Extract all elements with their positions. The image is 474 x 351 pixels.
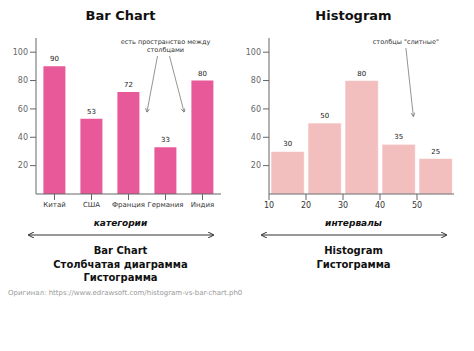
html-text:Oригинал: https://www.edrawsof: Oригинал: https://www.edrawsoft.com/hist… bbox=[8, 288, 243, 297]
svg-text:53: 53 bbox=[87, 108, 96, 116]
svg-text:60: 60 bbox=[18, 105, 28, 114]
svg-text:35: 35 bbox=[394, 133, 403, 141]
svg-text:60: 60 bbox=[251, 105, 261, 114]
html-text:категории: категории bbox=[93, 218, 148, 228]
svg-text:10: 10 bbox=[264, 201, 274, 210]
html-text:есть пространство между столбц: есть пространство между столбцами bbox=[120, 38, 211, 54]
html-text:Bar Chart Столбчатая диаграмма: Bar Chart Столбчатая диаграмма Гистограм… bbox=[53, 245, 188, 283]
svg-text:80: 80 bbox=[198, 70, 207, 78]
svg-text:80: 80 bbox=[251, 76, 261, 85]
svg-text:100: 100 bbox=[13, 48, 28, 57]
html-text:Bar Chart: Bar Chart bbox=[85, 8, 156, 23]
svg-text:США: США bbox=[83, 201, 100, 209]
svg-text:50: 50 bbox=[412, 201, 422, 210]
svg-text:30: 30 bbox=[338, 201, 348, 210]
html-text:Histogram: Histogram bbox=[315, 8, 392, 23]
svg-text:Франция: Франция bbox=[112, 201, 145, 209]
svg-text:Индия: Индия bbox=[191, 201, 214, 209]
svg-text:30: 30 bbox=[283, 140, 292, 148]
svg-text:25: 25 bbox=[431, 148, 440, 156]
html-text:интервалы: интервалы bbox=[325, 218, 382, 228]
svg-text:33: 33 bbox=[161, 136, 170, 144]
svg-text:20: 20 bbox=[251, 161, 261, 170]
svg-text:40: 40 bbox=[251, 133, 261, 142]
svg-text:40: 40 bbox=[375, 201, 385, 210]
svg-text:90: 90 bbox=[50, 55, 59, 63]
svg-text:20: 20 bbox=[18, 161, 28, 170]
svg-text:20: 20 bbox=[301, 201, 311, 210]
svg-text:40: 40 bbox=[18, 133, 28, 142]
svg-text:80: 80 bbox=[357, 70, 366, 78]
svg-text:100: 100 bbox=[246, 48, 261, 57]
html-text:столбцы "слитные": столбцы "слитные" bbox=[372, 38, 439, 46]
svg-text:72: 72 bbox=[124, 81, 133, 89]
svg-text:Китай: Китай bbox=[43, 201, 65, 209]
svg-text:Германия: Германия bbox=[148, 201, 184, 209]
svg-text:50: 50 bbox=[320, 112, 329, 120]
html-text:Histogram Гистограмма: Histogram Гистограмма bbox=[316, 245, 391, 270]
svg-text:80: 80 bbox=[18, 76, 28, 85]
